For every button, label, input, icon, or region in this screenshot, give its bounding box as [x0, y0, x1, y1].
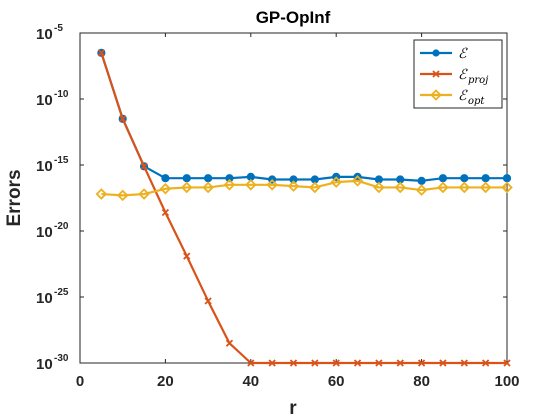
x-tick-label: 20 [157, 373, 174, 390]
data-point [119, 115, 127, 123]
data-point [479, 181, 492, 194]
y-tick-exponent: -15 [54, 155, 69, 166]
data-point [140, 162, 148, 170]
data-point [458, 181, 471, 194]
y-tick-exponent: -25 [54, 287, 69, 298]
data-point [311, 359, 319, 367]
y-tick-label: 10 -5 [36, 23, 63, 43]
data-point [394, 181, 407, 194]
y-tick-label: 10 -15 [36, 155, 69, 175]
data-point [373, 181, 385, 194]
y-tick-label: 10 -30 [36, 353, 69, 373]
data-point [415, 184, 428, 196]
y-tick-base: 10 [36, 92, 53, 109]
data-point [116, 189, 129, 202]
x-tick-label: 0 [76, 373, 84, 390]
data-point [353, 359, 362, 367]
data-point [97, 49, 105, 57]
data-point [437, 181, 449, 194]
y-tick-base: 10 [36, 26, 53, 43]
y-tick-exponent: -5 [54, 23, 63, 34]
legend-label: ℰ [458, 67, 468, 83]
y-tick-exponent: -10 [54, 89, 69, 100]
data-point [309, 181, 321, 194]
series-e-opt [95, 175, 513, 202]
legend-marker [432, 49, 440, 57]
series-e-proj [97, 49, 511, 367]
series-e [97, 48, 512, 185]
data-point [351, 175, 364, 187]
y-tick-label: 10 -25 [36, 287, 69, 307]
x-tick-label: 100 [494, 373, 519, 390]
data-point [247, 359, 255, 367]
data-point [482, 359, 490, 367]
data-point [266, 179, 278, 191]
data-point [225, 174, 234, 183]
y-tick-label: 10 -10 [36, 89, 69, 109]
data-point [268, 359, 276, 367]
data-point [417, 176, 426, 185]
y-tick-base: 10 [36, 356, 53, 373]
data-point [438, 174, 448, 183]
data-point [161, 208, 170, 217]
data-point [204, 297, 212, 305]
data-point [332, 359, 340, 367]
series-layer [95, 48, 513, 367]
legend-entry: ℰ [420, 46, 468, 62]
x-tick-label: 60 [328, 373, 345, 390]
data-point [417, 359, 426, 367]
x-tick-labels: 0 20 40 60 80 100 [76, 373, 520, 390]
y-tick-base: 10 [36, 290, 53, 307]
data-point [225, 339, 234, 347]
data-point [503, 359, 511, 367]
data-point [223, 179, 236, 191]
data-point [439, 359, 447, 367]
data-point [95, 188, 108, 200]
data-point [182, 174, 191, 183]
legend-label: ℰ [458, 88, 468, 104]
y-tick-base: 10 [36, 158, 53, 175]
data-point [202, 181, 214, 194]
data-point [180, 181, 193, 194]
y-tick-base: 10 [36, 224, 53, 241]
legend-label-subscript: proj [468, 75, 488, 86]
data-point [138, 188, 150, 200]
y-tick-exponent: -30 [54, 353, 69, 364]
data-point [289, 175, 298, 184]
data-point [501, 181, 513, 194]
x-tick-label: 80 [413, 373, 430, 390]
data-point [481, 174, 490, 183]
data-point [330, 176, 342, 188]
series-line [100, 52, 507, 365]
data-point [287, 180, 300, 192]
legend-label-subscript: opt [468, 96, 485, 107]
data-point [460, 174, 469, 183]
data-point [396, 359, 404, 367]
legend-label: ℰ [458, 46, 468, 62]
x-axis-label: r [289, 398, 297, 419]
data-point [204, 174, 213, 183]
data-point [183, 252, 191, 260]
chart-title: GP-OpInf [256, 8, 331, 27]
y-tick-label: 10 -20 [36, 221, 69, 241]
y-tick-exponent: -20 [54, 221, 69, 232]
data-point [460, 359, 468, 367]
legend-marker [430, 89, 442, 101]
data-point [502, 174, 512, 183]
y-axis-label: Errors [4, 169, 25, 226]
legend-marker [432, 70, 440, 78]
x-tick-label: 40 [242, 373, 259, 390]
data-point [245, 179, 257, 191]
data-point [159, 182, 172, 195]
data-point [375, 359, 383, 367]
data-point [289, 359, 298, 367]
data-point [161, 174, 170, 183]
